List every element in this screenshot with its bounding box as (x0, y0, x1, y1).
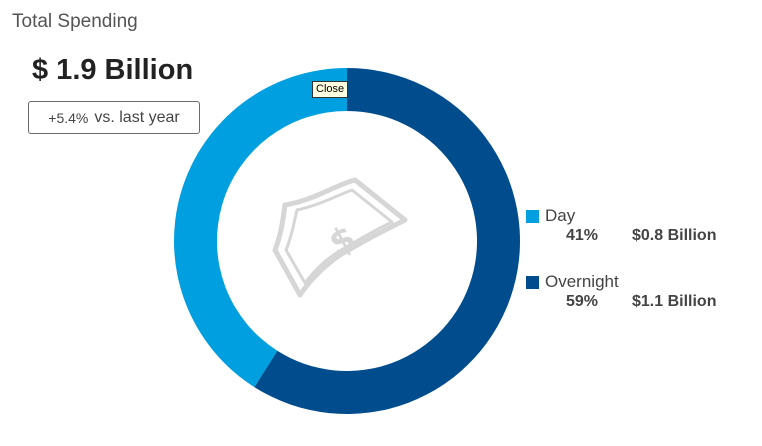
legend-amount-overnight: $1.1 Billion (632, 293, 717, 310)
donut-slices (173, 67, 520, 414)
donut-slice-day[interactable] (173, 67, 347, 388)
change-label: vs. last year (94, 108, 180, 126)
change-badge: +5.4% vs. last year (28, 101, 200, 134)
legend-item-day[interactable]: Day 41% $0.8 Billion (526, 206, 716, 244)
legend-item-overnight[interactable]: Overnight 59% $1.1 Billion (526, 272, 716, 310)
donut-slice-overnight[interactable] (254, 68, 520, 414)
legend-amount-day: $0.8 Billion (632, 227, 717, 244)
change-percent: +5.4% (48, 109, 89, 126)
money-bill-icon: $ (272, 177, 408, 298)
total-amount: $ 1.9 Billion (32, 54, 194, 86)
legend-swatch-day (526, 209, 539, 223)
legend-name-day: Day (545, 206, 576, 225)
legend-percent-overnight: 59% (566, 293, 599, 310)
legend-name-overnight: Overnight (545, 272, 619, 291)
close-tooltip: Close (312, 81, 349, 98)
legend-swatch-overnight (526, 275, 539, 289)
page-title: Total Spending (12, 11, 138, 32)
legend-percent-day: 41% (566, 227, 599, 244)
